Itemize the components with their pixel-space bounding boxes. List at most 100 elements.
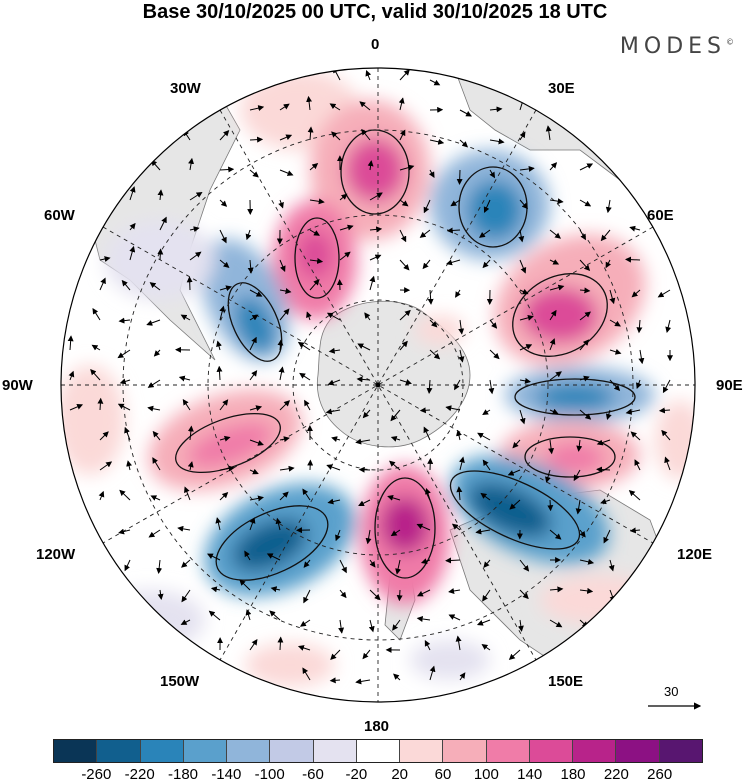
wind-arrow [488,379,495,395]
wind-arrow [638,349,645,365]
modes-logo: MODES© [620,34,734,59]
wind-arrow [429,138,445,145]
wind-arrow [508,649,521,660]
wind-arrow [661,429,671,441]
wind-arrow [177,525,191,532]
wind-arrow [249,638,258,651]
colorbar-segment [486,740,530,762]
colorbar-segment [270,740,314,762]
lon-label-60e: 60E [647,207,674,224]
wind-arrow [355,678,371,685]
wind-arrow [609,379,621,392]
wind-arrow [549,529,562,540]
wind-arrow [188,157,195,171]
wind-arrow [549,586,564,593]
lon-label-90w: 90W [2,377,33,394]
wind-arrow [630,431,641,441]
wind-arrow [98,490,105,501]
wind-arrow [279,169,294,176]
wind-arrow [362,409,371,419]
wind-arrow [219,166,235,173]
wind-arrow [458,319,465,335]
wind-arrow [445,557,461,564]
wind-arrow [455,635,462,651]
wind-arrow [483,559,491,568]
wind-arrow [519,165,535,172]
wind-arrow [636,319,643,334]
wind-arrow [150,495,161,501]
wind-arrow [475,528,491,535]
wind-arrow [189,251,202,261]
wind-arrow [249,314,259,321]
wind-arrow [399,309,411,321]
polar-map[interactable] [0,0,750,735]
colorbar-tick-label: 220 [603,766,629,783]
wind-arrow [509,499,521,510]
wind-arrow [339,559,347,574]
wind-arrow [658,407,671,414]
wind-arrow [362,649,371,660]
wind-arrow [153,349,161,357]
lon-label-60w: 60W [44,207,75,224]
wind-arrow [249,405,263,412]
wind-arrow [369,192,383,201]
wind-arrow [187,461,194,471]
colorbar-segment [616,740,660,762]
wind-arrow [367,160,374,171]
wind-arrow [665,319,672,333]
wind-arrow [148,529,161,538]
wind-arrow [608,559,615,572]
wind-arrow [304,399,311,411]
wind-arrow [309,279,320,291]
wind-arrow [219,199,228,207]
wind-arrow [576,439,583,452]
wind-arrow [579,409,592,420]
wind-arrow [129,186,136,201]
colorbar-tick-label: -60 [302,766,324,783]
wind-arrow [117,349,131,359]
wind-arrow [239,579,251,591]
wind-arrow [207,553,221,561]
wind-arrow [396,589,403,602]
wind-arrow [99,277,106,291]
wind-arrow [216,340,222,351]
colorbar-segment [659,740,702,762]
wind-arrow [429,349,441,360]
colorbar-tick-label: 140 [517,766,543,783]
wind-arrow [635,379,642,389]
logo-mark: © [726,37,734,47]
colorbar-tick-label: 260 [647,766,673,783]
wind-arrow [489,319,498,329]
colorbar-segment [356,740,401,762]
wind-arrow [147,405,161,412]
lon-label-150w: 150W [160,673,200,690]
lon-label-180: 180 [364,718,390,735]
wind-arrow [279,436,290,443]
wind-arrow [92,307,101,321]
anomaly-field [61,70,695,687]
wind-arrow [454,379,461,391]
wind-arrow [399,199,409,207]
wind-arrow [416,589,431,597]
wind-arrow [189,191,203,201]
wind-arrow [309,257,324,264]
wind-arrow [579,529,586,538]
wind-arrow [519,344,533,351]
wind-arrow [395,559,402,575]
wind-arrow [416,523,431,531]
wind-arrow [249,169,259,178]
wind-arrow [600,229,611,242]
wind-arrow [573,469,581,482]
lon-label-90e: 90E [716,377,743,394]
wind-arrow [325,408,341,415]
wind-arrow [420,558,431,564]
colorbar-tick-label: -140 [211,766,242,783]
wind-arrow [208,610,221,621]
wind-arrow [596,439,611,446]
wind-arrow [478,229,491,238]
wind-arrow [549,309,557,321]
wind-arrow [482,459,491,471]
wind-arrow [338,619,345,634]
wind-arrow [575,499,582,515]
wind-arrow [579,375,590,382]
